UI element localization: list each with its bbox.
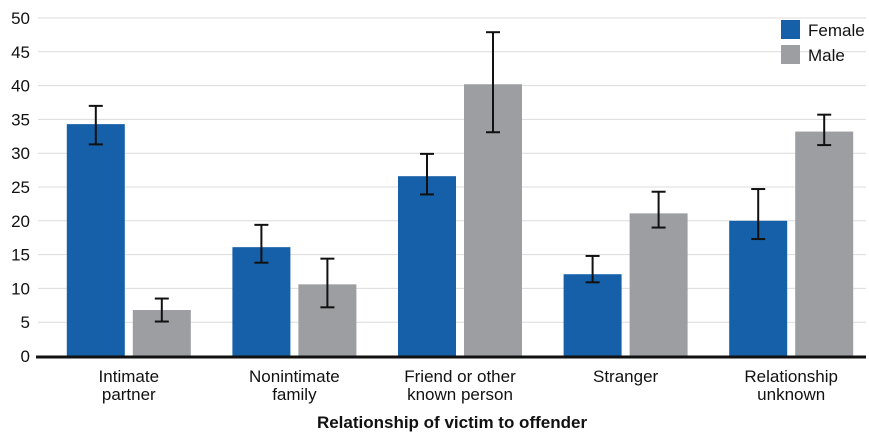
y-axis-ticks: 0 5 10 15 20 25 30 35 40 45 50 bbox=[11, 9, 30, 366]
bars bbox=[66, 84, 854, 357]
y-tick-label: 30 bbox=[11, 144, 30, 163]
x-tick-label: Intimate partner bbox=[99, 367, 159, 404]
bar-female-3 bbox=[563, 274, 622, 356]
y-tick-label: 10 bbox=[11, 279, 30, 298]
legend-swatch-female bbox=[781, 20, 800, 39]
y-tick-label: 20 bbox=[11, 212, 30, 231]
legend-label-male: Male bbox=[808, 46, 845, 65]
y-tick-label: 15 bbox=[11, 246, 30, 265]
y-tick-label: 25 bbox=[11, 178, 30, 197]
bar-female-2 bbox=[398, 176, 456, 356]
x-axis-title: Relationship of victim to offender bbox=[317, 413, 588, 432]
error-bar-female-0 bbox=[88, 104, 103, 146]
legend-swatch-male bbox=[781, 45, 800, 64]
error-bar-female-3 bbox=[585, 254, 600, 284]
bar-female-1 bbox=[232, 247, 291, 356]
legend: Female Male bbox=[781, 20, 865, 65]
bar-female-0 bbox=[66, 124, 125, 356]
x-tick-label: Relationship unknown bbox=[744, 367, 838, 404]
x-tick-label: Stranger bbox=[593, 367, 659, 386]
error-bar-male-2 bbox=[486, 31, 500, 134]
y-tick-label: 40 bbox=[11, 77, 30, 96]
error-bar-female-1 bbox=[254, 223, 269, 264]
y-tick-label: 5 bbox=[21, 313, 30, 332]
error-bars bbox=[88, 31, 832, 323]
x-tick-label: Nonintimate family bbox=[249, 367, 340, 404]
bar-male-4 bbox=[795, 131, 854, 356]
category-labels: Intimate partner Nonintimate family Friend o… bbox=[99, 367, 838, 404]
x-tick-label: Friend or other known person bbox=[404, 367, 516, 404]
error-bar-male-0 bbox=[154, 297, 169, 323]
y-tick-label: 45 bbox=[11, 43, 30, 62]
legend-label-female: Female bbox=[808, 21, 865, 40]
y-tick-label: 50 bbox=[11, 9, 30, 28]
bar-female-4 bbox=[729, 220, 788, 356]
y-tick-label: 0 bbox=[21, 347, 30, 366]
error-bar-male-4 bbox=[817, 113, 832, 147]
error-bar-female-4 bbox=[751, 188, 766, 241]
y-tick-label: 35 bbox=[11, 110, 30, 129]
error-bar-male-1 bbox=[320, 257, 335, 309]
error-bar-female-2 bbox=[420, 152, 434, 196]
error-bar-male-3 bbox=[651, 190, 666, 229]
bar-male-3 bbox=[629, 213, 688, 356]
